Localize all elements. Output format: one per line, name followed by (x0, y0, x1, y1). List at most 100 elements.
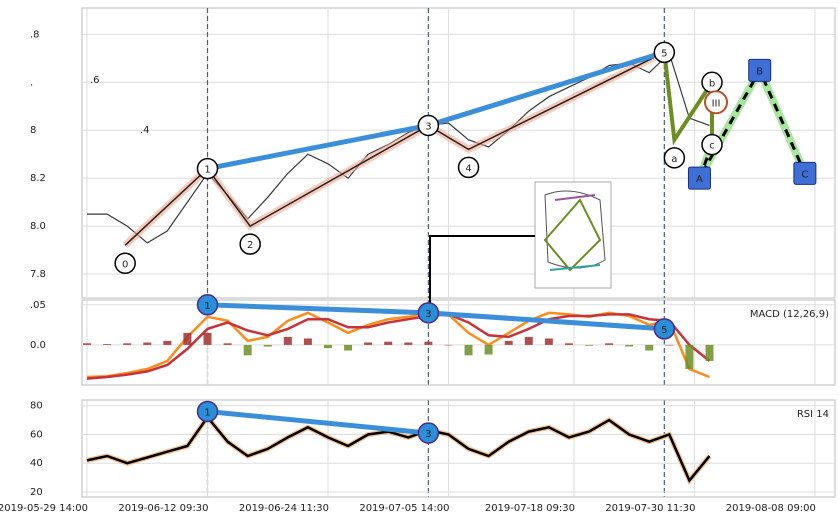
wave-circle (457, 156, 480, 179)
histogram-bar (143, 342, 152, 345)
x-tick-label: 2019-07-05 14:00 (359, 503, 449, 514)
marker-label: 3 (425, 429, 431, 440)
series-line (86, 313, 711, 380)
wave-label: 1 (204, 165, 210, 176)
wave-box (793, 161, 817, 185)
marker-label: 1 (204, 301, 210, 312)
histogram-bar (344, 344, 353, 351)
wave-note: III (712, 98, 721, 109)
histogram-bar (564, 343, 573, 345)
wave-label: 4 (465, 163, 471, 174)
histogram-bar (605, 343, 614, 345)
histogram-bar (183, 332, 192, 345)
x-tick-label: 2019-06-12 09:30 (118, 503, 208, 514)
wave-label: A (696, 174, 703, 185)
histogram-bar (243, 344, 252, 356)
marker-label: 5 (661, 325, 667, 336)
connector (429, 235, 535, 308)
histogram-bar (323, 344, 332, 349)
wave-label: a (671, 154, 677, 165)
divergence-line (207, 409, 429, 436)
y-tick-label: 8.2 (30, 173, 46, 184)
panel-frame (81, 399, 836, 498)
annotation: .6 (90, 75, 100, 86)
panel-frame (81, 299, 836, 386)
marker-label: 1 (204, 407, 210, 418)
wave-label: B (756, 66, 763, 77)
wave-circle (701, 133, 723, 156)
y-tick-label: 7.8 (30, 269, 46, 280)
wave-box (687, 166, 711, 190)
histogram-bar (364, 342, 373, 345)
y-tick-label: 8.0 (30, 221, 46, 232)
wave-circle (653, 41, 676, 64)
y-tick-label: 60 (30, 429, 43, 440)
histogram-bar (585, 344, 594, 346)
y-tick-label: 80 (30, 401, 43, 412)
wave-circle (114, 252, 136, 275)
y-tick-label: 20 (30, 487, 43, 498)
wave-label: 3 (425, 121, 431, 132)
histogram-bar (484, 344, 493, 355)
wave-note-circle (704, 90, 729, 115)
marker (196, 294, 219, 316)
histogram-bar (625, 344, 634, 347)
x-tick-label: 2019-06-24 11:30 (239, 503, 329, 514)
annotation: .4 (140, 125, 150, 136)
histogram-bar (524, 336, 533, 345)
y-tick-label: .05 (30, 300, 46, 311)
histogram-bar (303, 338, 312, 345)
y-tick-label: 0.0 (30, 340, 46, 351)
histogram-bar (83, 343, 92, 345)
marker (417, 302, 440, 324)
histogram-bar (444, 344, 453, 346)
marker (417, 422, 440, 444)
x-tick-label: 2019-08-08 09:00 (726, 503, 816, 514)
series-line (86, 415, 711, 483)
thumbnail (534, 181, 612, 289)
histogram-bar (464, 344, 473, 356)
histogram-bar (404, 342, 413, 345)
marker-label: 3 (425, 309, 431, 320)
y-tick-label: .8 (30, 29, 40, 40)
marker (196, 400, 219, 423)
wave-line (124, 51, 665, 246)
panel-title: MACD (12,26,9) (750, 309, 829, 320)
y-tick-label: 8 (30, 125, 36, 136)
histogram-bar (263, 344, 272, 347)
wave-circle (196, 157, 219, 180)
projection-line (698, 66, 807, 179)
wave-circle (417, 114, 440, 137)
panel-title: RSI 14 (797, 409, 829, 420)
wave-label: 2 (247, 240, 253, 251)
wave-circle (239, 233, 261, 255)
wave-label: c (709, 141, 715, 152)
wave-circle (663, 147, 686, 169)
x-tick-label: 2019-07-18 09:30 (485, 503, 575, 514)
histogram-bar (103, 344, 112, 345)
histogram-bar (665, 344, 674, 346)
y-tick-label: . (30, 77, 33, 88)
histogram-bar (544, 338, 553, 345)
histogram-bar (223, 343, 232, 345)
histogram-bar (203, 332, 212, 345)
histogram-bar (123, 343, 132, 345)
histogram-bar (645, 344, 654, 351)
wave-label: b (709, 78, 715, 89)
histogram-bar (504, 340, 513, 345)
wave-label: C (801, 169, 808, 180)
histogram-bar (705, 344, 714, 361)
wave-box (748, 58, 772, 82)
marker (653, 318, 676, 340)
y-tick-label: 40 (30, 458, 43, 469)
wave-label: 5 (661, 48, 667, 59)
histogram-bar (384, 341, 393, 345)
histogram-bar (424, 341, 433, 345)
histogram-bar (685, 344, 694, 369)
wave-label: 0 (122, 259, 128, 270)
panel-frame (81, 7, 836, 299)
x-tick-label: 2019-05-29 14:00 (0, 503, 88, 514)
histogram-bar (283, 336, 292, 345)
